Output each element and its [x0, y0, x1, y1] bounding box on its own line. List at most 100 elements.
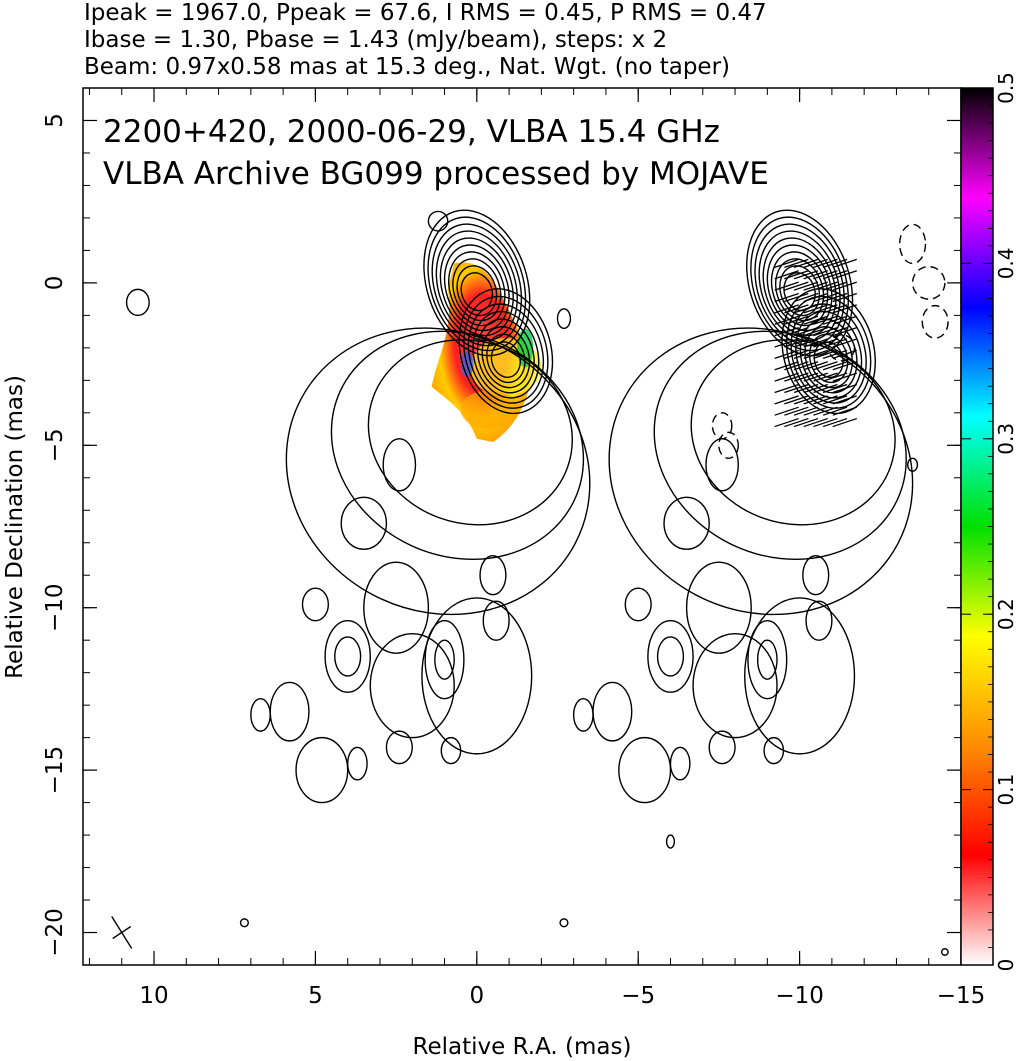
- core-contour: [452, 258, 502, 322]
- evpa-vector: [774, 395, 799, 405]
- jet-envelope-contour: [285, 327, 591, 616]
- y-tick-label: −5: [42, 428, 68, 462]
- evpa-vector: [832, 326, 857, 337]
- isolated-contour: [556, 308, 572, 330]
- evpa-vector: [822, 395, 848, 405]
- knot-contour: [781, 288, 876, 415]
- colorbar-tick-label: 0.2: [994, 598, 1018, 630]
- y-tick-label: −15: [42, 746, 68, 795]
- evpa-vector: [803, 349, 828, 359]
- evpa-vector: [793, 349, 819, 359]
- evpa-vector: [803, 304, 828, 314]
- evpa-vector: [793, 417, 819, 428]
- knot-contour: [472, 310, 540, 399]
- evpa-vector: [832, 361, 857, 371]
- evpa-vector: [832, 281, 857, 291]
- negative-contour: [921, 304, 949, 339]
- colorbar-tick-label: 0: [994, 959, 1018, 972]
- faint-emission-contour: [269, 681, 310, 742]
- core-contour: [427, 216, 527, 352]
- evpa-vector: [784, 406, 809, 416]
- knot-contour: [795, 310, 863, 399]
- evpa-vector: [813, 395, 838, 405]
- faint-emission-contour: [434, 639, 455, 680]
- x-tick-label: −15: [937, 983, 986, 1009]
- evpa-vector: [784, 315, 809, 325]
- negative-contour: [711, 412, 733, 440]
- evpa-vector: [774, 338, 799, 348]
- evpa-vector: [803, 315, 828, 325]
- evpa-vector: [784, 292, 809, 303]
- header-line-1: Ipeak = 1967.0, Ppeak = 67.6, I RMS = 0.…: [84, 0, 767, 26]
- y-tick-label: 5: [42, 113, 68, 128]
- faint-emission-contour: [705, 438, 739, 492]
- faint-emission-contour: [424, 619, 465, 700]
- evpa-vector: [803, 383, 828, 394]
- faint-emission-contour: [369, 632, 455, 739]
- evpa-vector: [822, 417, 848, 428]
- evpa-vector: [803, 258, 828, 269]
- evpa-vector: [822, 326, 848, 337]
- core-contour: [439, 237, 514, 337]
- evpa-vector: [774, 383, 799, 394]
- core-contour: [435, 230, 518, 342]
- jet-envelope-contour: [608, 327, 914, 616]
- evpa-vector: [822, 383, 848, 394]
- evpa-vector: [803, 270, 828, 280]
- chart-title: 2200+420, 2000-06-29, VLBA 15.4 GHz: [103, 114, 720, 150]
- y-tick-label: −10: [42, 583, 68, 632]
- core-contour: [456, 265, 498, 317]
- evpa-vector: [832, 406, 857, 416]
- faint-emission-contour: [479, 555, 507, 596]
- evpa-vector: [793, 281, 819, 291]
- x-axis-label: Relative R.A. (mas): [413, 1034, 632, 1060]
- map-content: [111, 209, 949, 956]
- evpa-vector: [822, 258, 848, 269]
- evpa-vector: [774, 349, 799, 359]
- evpa-vector: [774, 372, 799, 382]
- isolated-contour: [427, 210, 449, 232]
- faint-emission-contour: [482, 600, 510, 641]
- core-contour: [746, 209, 854, 357]
- polarization-tail-color: [460, 390, 519, 430]
- header-line-3: Beam: 0.97x0.58 mas at 15.3 deg., Nat. W…: [84, 54, 730, 80]
- evpa-vector: [793, 406, 819, 416]
- jet-envelope-contour: [330, 330, 585, 560]
- evpa-vector: [822, 315, 848, 325]
- evpa-vector: [832, 338, 857, 348]
- x-tick-label: 5: [308, 983, 323, 1009]
- evpa-vector: [774, 292, 799, 303]
- isolated-contour: [239, 918, 249, 928]
- evpa-vector: [803, 292, 828, 303]
- evpa-vector: [784, 383, 809, 394]
- negative-contour: [911, 265, 946, 300]
- evpa-vector: [832, 349, 857, 359]
- evpa-vector: [813, 304, 838, 314]
- evpa-vector: [822, 270, 848, 280]
- faint-emission-contour: [805, 600, 833, 641]
- knot-contour: [458, 288, 554, 415]
- faint-emission-contour: [440, 736, 462, 765]
- evpa-vector: [822, 361, 848, 371]
- faint-emission-contour: [363, 561, 430, 654]
- evpa-vector: [793, 372, 819, 382]
- header-line-2: Ibase = 1.30, Pbase = 1.43 (mJy/beam), s…: [84, 27, 667, 53]
- y-tick-label: 0: [42, 276, 68, 291]
- evpa-vector: [832, 304, 857, 314]
- knot-contour: [799, 318, 858, 394]
- plot-frame: [82, 87, 962, 966]
- faint-emission-contour: [744, 597, 856, 755]
- evpa-vector: [813, 372, 838, 382]
- evpa-vector: [774, 258, 799, 269]
- faint-emission-contour: [669, 746, 691, 781]
- knot-contour: [785, 295, 872, 409]
- knot-contour: [804, 326, 853, 389]
- evpa-vector: [793, 361, 819, 371]
- core-contour: [423, 209, 531, 357]
- faint-emission-contour: [324, 619, 371, 693]
- evpa-vector: [822, 338, 848, 348]
- y-axis-label: Relative Declination (mas): [2, 375, 28, 679]
- colorbar-tick-label: 0.5: [994, 72, 1018, 104]
- evpa-vector: [822, 304, 848, 314]
